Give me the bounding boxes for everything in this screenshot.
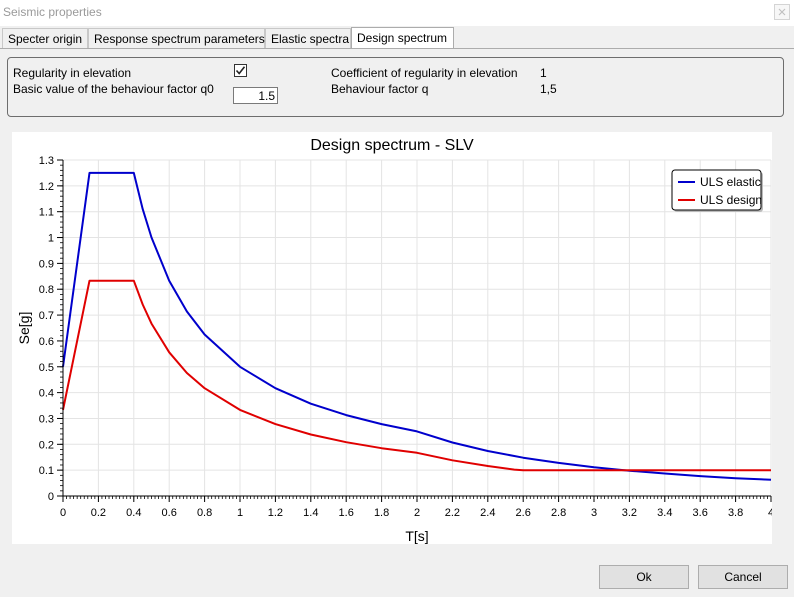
regularity-checkbox[interactable] [234,64,247,77]
chart-canvas: Design spectrum - SLV 0 0.2 0.4 0.6 0.8 1 1.2 1… [16,137,772,544]
chart-axes: 0 0.2 0.4 0.6 0.8 1 1.2 1.4 1.6 1.8 2 2.2 2.4 2.6 2.8 3… [39,155,772,519]
x-tick-label: 3 [591,507,597,519]
y-tick-label: 0.2 [39,439,54,451]
x-tick-label: 2.2 [445,507,460,519]
x-tick-label: 0 [60,507,66,519]
y-tick-label: 0.5 [39,362,54,374]
y-tick-label: 0.3 [39,413,54,425]
y-tick-label: 1.2 [39,181,54,193]
y-tick-label: 0.7 [39,310,54,322]
tab-response-spectrum-parameters[interactable]: Response spectrum parameters [88,28,265,48]
y-tick-label: 1.1 [39,207,54,219]
x-tick-label: 3.8 [728,507,743,519]
tab-design-spectrum[interactable]: Design spectrum [351,27,454,49]
ok-button[interactable]: Ok [599,565,689,589]
x-tick-label: 1.2 [268,507,283,519]
regularity-label: Regularity in elevation [13,66,132,80]
legend-entry: ULS design [700,193,762,207]
window-title: Seismic properties [3,5,102,19]
q-value: 1,5 [540,82,557,96]
legend-entry: ULS elastic [700,175,761,189]
chart-grid [62,159,772,497]
y-tick-label: 0.8 [39,284,54,296]
window-titlebar: Seismic properties [0,0,794,26]
chart-legend: ULS elastic ULS design [671,169,763,212]
x-tick-label: 1.6 [339,507,354,519]
x-tick-label: 0.8 [197,507,212,519]
x-tick-label: 4 [768,507,772,519]
x-tick-label: 3.2 [622,507,637,519]
chart-title: Design spectrum - SLV [310,137,474,154]
x-tick-label: 0.4 [126,507,141,519]
x-tick-label: 3.4 [657,507,672,519]
x-tick-label: 1.4 [303,507,318,519]
q0-input[interactable] [233,87,278,104]
chart-series [62,171,772,481]
design-spectrum-chart: Design spectrum - SLV 0 0.2 0.4 0.6 0.8 1 1.2 1… [12,132,772,544]
x-tick-label: 0.2 [91,507,106,519]
x-tick-label: 3.6 [693,507,708,519]
y-tick-label: 1 [48,233,54,245]
tab-divider [0,48,794,49]
cancel-button[interactable]: Cancel [698,565,788,589]
tab-elastic-spectra[interactable]: Elastic spectra [265,28,351,48]
q-label: Behaviour factor q [331,82,429,96]
q0-label: Basic value of the behaviour factor q0 [13,82,214,96]
coeff-label: Coefficient of regularity in elevation [331,66,518,80]
x-tick-label: 1 [237,507,243,519]
close-button[interactable] [774,4,790,20]
y-tick-label: 1.3 [39,155,54,167]
y-tick-label: 0.1 [39,465,54,477]
y-tick-label: 0 [48,491,54,503]
checkmark-icon [235,66,246,75]
tab-specter-origin[interactable]: Specter origin [2,28,88,48]
close-icon [778,8,786,16]
x-tick-label: 2.6 [516,507,531,519]
x-tick-label: 1.8 [374,507,389,519]
y-tick-label: 0.9 [39,258,54,270]
x-tick-label: 2.4 [480,507,495,519]
y-axis-label: Se[g] [16,312,32,345]
x-axis-label: T[s] [405,528,428,544]
y-tick-label: 0.6 [39,336,54,348]
series-line-uls-design [62,279,771,472]
coeff-value: 1 [540,66,547,80]
x-tick-label: 2.8 [551,507,566,519]
y-tick-label: 0.4 [39,388,54,400]
x-tick-label: 2 [414,507,420,519]
x-tick-label: 0.6 [162,507,177,519]
parameters-group: Regularity in elevation Basic value of t… [7,57,784,117]
tab-strip: Specter origin Response spectrum paramet… [0,27,794,49]
